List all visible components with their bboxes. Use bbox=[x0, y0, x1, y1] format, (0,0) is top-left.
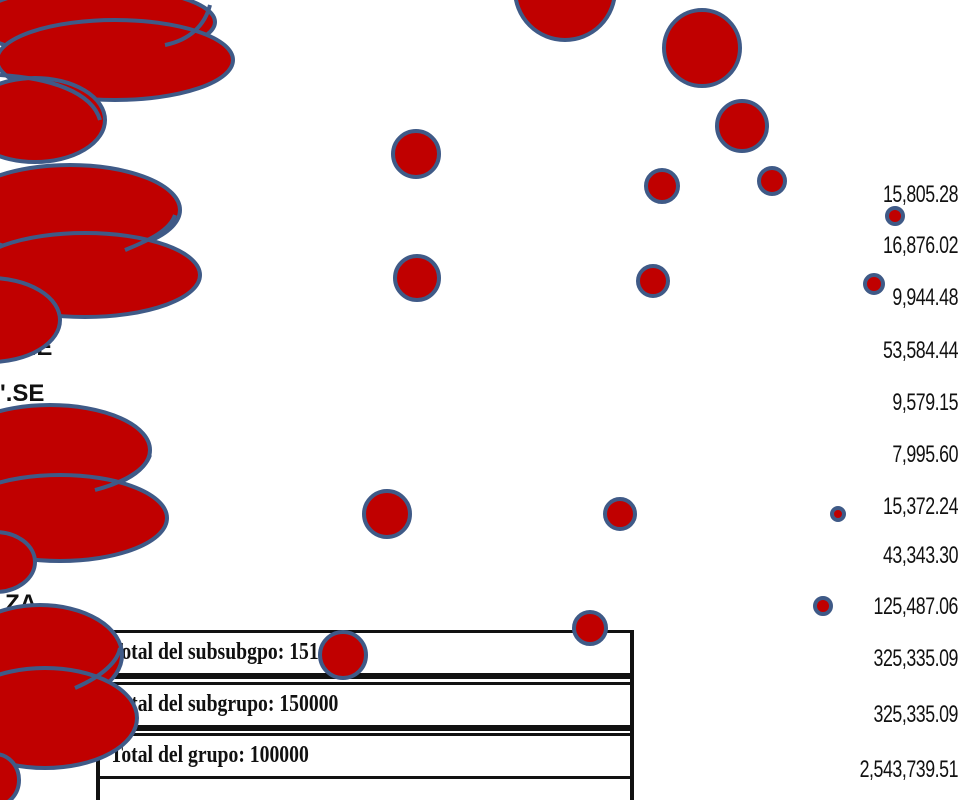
left-text-fragment: '.É bbox=[24, 334, 53, 361]
total-subgroup-label: Total del subgrupo: 150000 bbox=[110, 691, 339, 717]
cloud-blob bbox=[0, 473, 169, 563]
highlight-dot bbox=[757, 166, 787, 196]
totals-table: Total del subsubgpo: 151000 Total del su… bbox=[96, 630, 634, 800]
total-subgroup-row: Total del subgrupo: 150000 bbox=[100, 682, 630, 728]
highlight-dot bbox=[393, 254, 441, 302]
amount-value: 16,876.02 bbox=[882, 232, 958, 259]
cloud-blob bbox=[0, 76, 107, 164]
cloud-seam bbox=[124, 214, 177, 252]
amount-value: 125,487.06 bbox=[873, 593, 959, 620]
highlight-dot bbox=[391, 129, 441, 179]
amount-value: 9,944.48 bbox=[892, 284, 958, 311]
row-divider bbox=[100, 675, 630, 679]
cloud-seam bbox=[0, 73, 102, 121]
dot-annotations bbox=[318, 0, 905, 680]
highlight-dot bbox=[813, 596, 833, 616]
cloud-blob bbox=[0, 18, 235, 102]
cloud-blob bbox=[0, 752, 21, 800]
total-subsubgroup-row: Total del subsubgpo: 151000 bbox=[100, 630, 630, 676]
highlight-dot bbox=[885, 206, 905, 226]
amount-value: 53,584.44 bbox=[882, 337, 958, 364]
left-text-fragment: '.SE bbox=[0, 380, 45, 407]
cloud-blob bbox=[0, 0, 217, 59]
highlight-dot bbox=[644, 168, 680, 204]
amount-value: 43,343.30 bbox=[882, 542, 958, 569]
total-group-label: Total del grupo: 100000 bbox=[110, 742, 309, 768]
total-subsubgroup-label: Total del subsubgpo: 151000 bbox=[110, 639, 349, 665]
amount-value: 9,579.15 bbox=[892, 389, 958, 416]
row-divider bbox=[100, 727, 630, 731]
amount-value: 325,335.09 bbox=[873, 645, 959, 672]
highlight-dot bbox=[513, 0, 617, 42]
left-text-fragment: ZA bbox=[5, 590, 37, 617]
highlight-dot bbox=[362, 489, 412, 539]
cloud-blob bbox=[0, 163, 182, 257]
highlight-dot bbox=[636, 264, 670, 298]
amount-value: 325,335.09 bbox=[873, 701, 959, 728]
amount-value: 7,995.60 bbox=[892, 441, 958, 468]
highlight-dot bbox=[662, 8, 742, 88]
highlight-dot bbox=[715, 99, 769, 153]
cloud-seam bbox=[164, 4, 212, 47]
cloud-seam bbox=[94, 454, 152, 492]
cloud-blob bbox=[0, 530, 37, 594]
highlight-dot bbox=[603, 497, 637, 531]
amount-value: 15,372.24 bbox=[882, 493, 958, 520]
cloud-blob bbox=[0, 231, 202, 319]
cloud-blob bbox=[0, 403, 152, 497]
amount-value: 2,543,739.51 bbox=[859, 756, 959, 783]
amount-value: 15,805.28 bbox=[882, 181, 958, 208]
total-group-row: Total del grupo: 100000 bbox=[100, 733, 630, 779]
